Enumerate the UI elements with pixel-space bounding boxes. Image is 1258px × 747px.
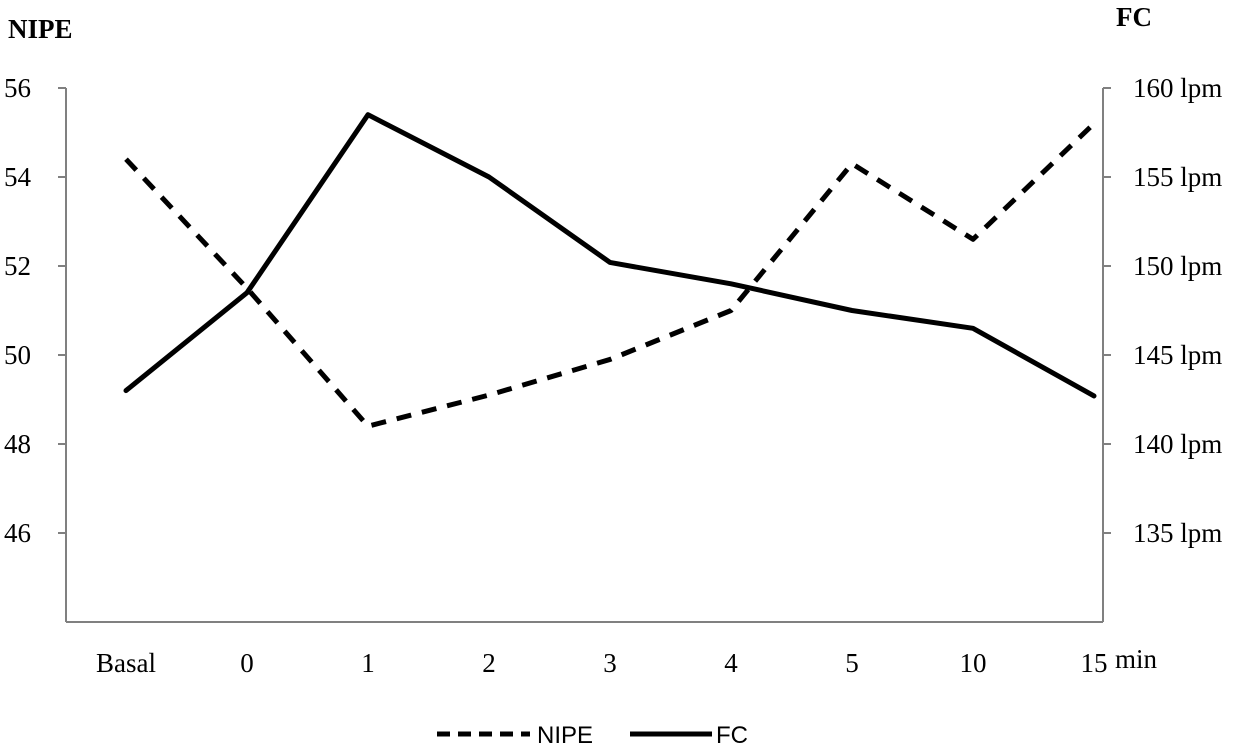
x-unit-label: min	[1115, 644, 1158, 674]
right-tick-label: 135 lpm	[1133, 518, 1222, 548]
right-tick-label: 160 lpm	[1133, 73, 1222, 103]
series-layer	[123, 112, 1097, 429]
legend-nipe-label: NIPE	[537, 722, 593, 747]
legend: NIPE FC	[437, 722, 748, 747]
x-tick-label: 2	[482, 648, 496, 678]
series-line-nipe	[124, 121, 1096, 429]
x-tick-label: Basal	[96, 648, 156, 678]
x-tick-label: 4	[724, 648, 738, 678]
left-tick-label: 52	[4, 251, 31, 281]
right-tick-label: 140 lpm	[1133, 429, 1222, 459]
x-tick-label: 10	[960, 648, 987, 678]
x-tick-label: 3	[603, 648, 617, 678]
right-axis-title: FC	[1116, 2, 1152, 32]
legend-fc-label: FC	[716, 722, 748, 747]
x-tick-label: 5	[845, 648, 859, 678]
right-axis-ticks: 135 lpm 140 lpm 145 lpm 150 lpm 155 lpm 160 l…	[1103, 73, 1222, 548]
left-tick-label: 48	[4, 429, 31, 459]
left-tick-label: 54	[4, 162, 32, 192]
left-axis-title: NIPE	[8, 14, 73, 44]
left-tick-label: 46	[4, 518, 31, 548]
right-tick-label: 145 lpm	[1133, 340, 1222, 370]
left-axis-ticks: 46 48 50 52 54 56	[4, 73, 66, 548]
left-tick-label: 56	[4, 73, 31, 103]
x-axis-ticks: Basal 0 1 2 3 4 5 10 15	[96, 648, 1108, 678]
right-tick-label: 150 lpm	[1133, 251, 1222, 281]
left-tick-label: 50	[4, 340, 31, 370]
x-tick-label: 15	[1081, 648, 1108, 678]
x-tick-label: 0	[240, 648, 254, 678]
series-line-fc	[123, 112, 1097, 399]
right-tick-label: 155 lpm	[1133, 162, 1222, 192]
x-tick-label: 1	[361, 648, 375, 678]
